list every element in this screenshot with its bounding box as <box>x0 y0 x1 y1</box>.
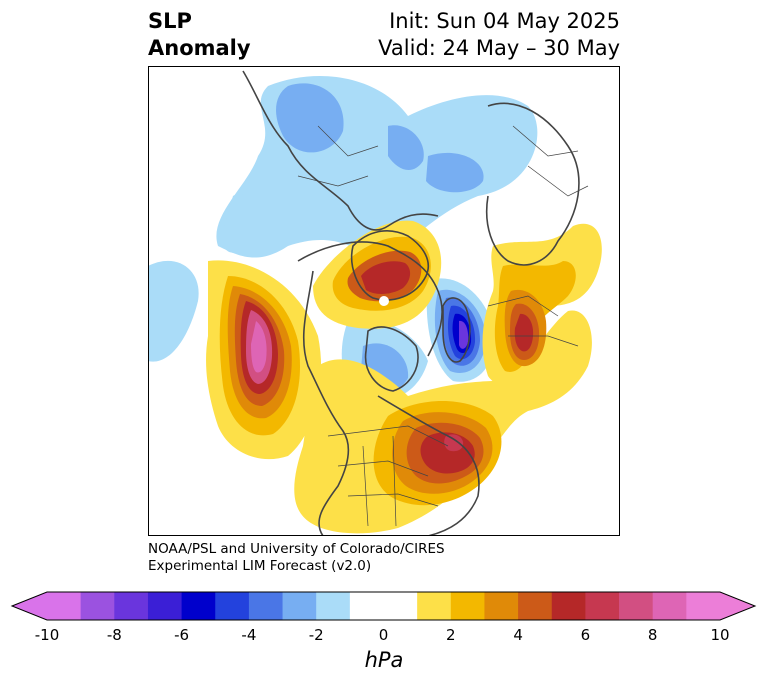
credit-line-2: Experimental LIM Forecast (v2.0) <box>148 558 372 574</box>
colorbar-unit-label: hPa <box>364 648 404 672</box>
colorbar-tick-label: -8 <box>106 626 122 644</box>
colorbar-cell <box>450 592 485 620</box>
colorbar-cell <box>652 592 687 620</box>
credit-line-1: NOAA/PSL and University of Colorado/CIRE… <box>148 541 445 557</box>
colorbar-tick-label: 0 <box>378 626 389 644</box>
colorbar-cell <box>114 592 149 620</box>
valid-range: Valid: 24 May – 30 May <box>378 36 620 60</box>
colorbar-cell <box>80 592 115 620</box>
colorbar-cell <box>551 592 586 620</box>
colorbar-cell <box>518 592 553 620</box>
colorbar-cell <box>215 592 250 620</box>
colorbar-cell <box>619 592 654 620</box>
colorbar-cell <box>181 592 216 620</box>
colorbar-tick-label: -4 <box>241 626 257 644</box>
colorbar-cell <box>585 592 620 620</box>
credit-text: NOAA/PSL and University of Colorado/CIRE… <box>148 541 445 575</box>
colorbar-tick-label: 4 <box>513 626 523 644</box>
colorbar-cell <box>282 592 317 620</box>
colorbar-cell <box>47 592 82 620</box>
title-line-1: SLP <box>148 9 192 33</box>
colorbar-extend-max <box>720 592 755 620</box>
positive-anomaly-fields <box>206 220 602 534</box>
colorbar-extend-min <box>12 592 47 620</box>
colorbar-tick-label: -6 <box>174 626 190 644</box>
colorbar-cell <box>147 592 183 620</box>
init-date: Init: Sun 04 May 2025 <box>389 9 620 33</box>
negative-anomaly-fields <box>148 76 538 400</box>
slp-anomaly-map <box>148 66 620 536</box>
political-borders <box>297 125 589 527</box>
colorbar-cell <box>484 592 519 620</box>
north-pole-marker <box>379 296 389 306</box>
colorbar-tick-label: -10 <box>34 626 60 644</box>
coastlines <box>242 70 580 536</box>
colorbar-tick-label: 2 <box>446 626 456 644</box>
colorbar-tick-label: -2 <box>308 626 324 644</box>
colorbar-cell <box>349 592 384 620</box>
title-line-2: Anomaly <box>148 36 251 60</box>
colorbar-cell <box>316 592 351 620</box>
colorbar-tick-label: 8 <box>647 626 658 644</box>
colorbar <box>10 591 757 621</box>
colorbar-cell <box>686 592 721 620</box>
colorbar-cell <box>417 592 452 620</box>
map-title: SLP Anomaly <box>148 8 251 62</box>
colorbar-tick-label: 10 <box>710 626 730 644</box>
colorbar-cell <box>383 592 418 620</box>
colorbar-tick-label: 6 <box>580 626 591 644</box>
forecast-dates: Init: Sun 04 May 2025 Valid: 24 May – 30… <box>378 8 620 62</box>
colorbar-cell <box>248 592 284 620</box>
